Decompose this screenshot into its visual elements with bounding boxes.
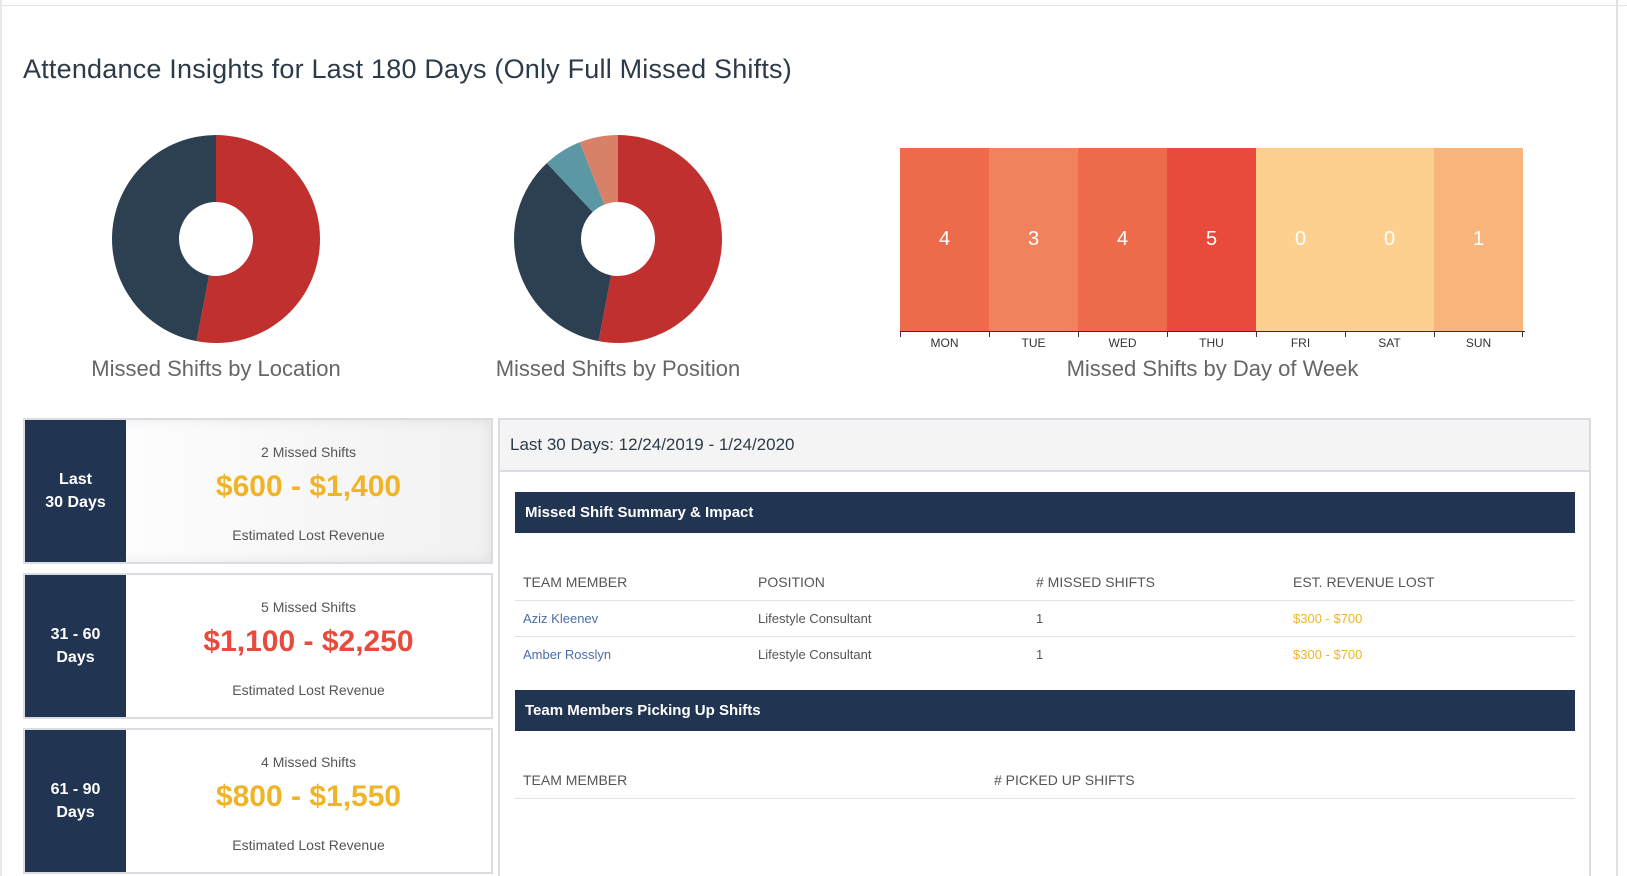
heatmap-tick: [1522, 331, 1523, 337]
picking-up-shifts-heading: Team Members Picking Up Shifts: [515, 690, 1575, 731]
location-donut-slices: [111, 135, 320, 343]
column-header-team-member[interactable]: TEAM MEMBER: [523, 574, 628, 590]
location-donut-chart: [111, 135, 320, 343]
position-donut-chart: [514, 135, 722, 343]
heatmap-cell-sun[interactable]: 1: [1434, 148, 1523, 331]
period-body: 5 Missed Shifts $1,100 - $2,250 Estimate…: [126, 575, 491, 717]
heatmap-cell-wed[interactable]: 4: [1078, 148, 1167, 331]
period-revenue-range: $800 - $1,550: [215, 780, 402, 813]
heatmap-tick: [1078, 331, 1079, 337]
position-slice-2[interactable]: [546, 142, 605, 213]
top-border: [0, 0, 1627, 6]
period-body: 4 Missed Shifts $800 - $1,550 Estimated …: [126, 730, 491, 872]
heatmap-tick: [1345, 331, 1346, 337]
period-revenue-caption: Estimated Lost Revenue: [232, 837, 385, 853]
heatmap-day-label-mon: MON: [930, 336, 959, 350]
heatmap-day-label-sun: SUN: [1465, 336, 1492, 350]
period-revenue-range: $1,100 - $2,250: [203, 625, 414, 658]
location-chart-caption: Missed Shifts by Location: [91, 356, 341, 381]
column-header-picked-up-shifts[interactable]: # PICKED UP SHIFTS: [994, 772, 1135, 788]
period-card-61-90[interactable]: 61 - 90 Days 4 Missed Shifts $800 - $1,5…: [23, 728, 493, 874]
heatmap-day-label-sat: SAT: [1378, 336, 1401, 350]
period-body: 2 Missed Shifts $600 - $1,400 Estimated …: [126, 420, 491, 562]
table-row-divider: [515, 636, 1575, 637]
heatmap-tick: [1167, 331, 1168, 337]
period-label: 31 - 60 Days: [25, 575, 126, 717]
column-header-position[interactable]: POSITION: [758, 574, 825, 590]
heatmap-cell-fri[interactable]: 0: [1256, 148, 1345, 331]
position-chart-caption: Missed Shifts by Position: [495, 356, 741, 381]
period-label: 61 - 90 Days: [25, 730, 126, 872]
heatmap-axis-line: [900, 331, 1525, 332]
heatmap-cell-sat[interactable]: 0: [1345, 148, 1434, 331]
period-missed-count: 5 Missed Shifts: [261, 599, 356, 615]
position-slice-1[interactable]: [514, 163, 612, 342]
right-scrollbar-edge: [1616, 0, 1618, 876]
heatmap-cell-thu[interactable]: 5: [1167, 148, 1256, 331]
location-slice-0[interactable]: [196, 135, 320, 343]
team-member-link[interactable]: Aziz Kleenev: [523, 611, 599, 626]
period-revenue-range: $600 - $1,400: [215, 470, 402, 503]
position-cell: Lifestyle Consultant: [758, 647, 872, 662]
column-header-team-member[interactable]: TEAM MEMBER: [523, 772, 628, 788]
heatmap-cell-tue[interactable]: 3: [989, 148, 1078, 331]
period-label: Last 30 Days: [25, 420, 126, 562]
period-card-31-60[interactable]: 31 - 60 Days 5 Missed Shifts $1,100 - $2…: [23, 573, 493, 719]
position-cell: Lifestyle Consultant: [758, 611, 872, 626]
revenue-lost-cell: $300 - $700: [1293, 647, 1363, 662]
heatmap-cell-mon[interactable]: 4: [900, 148, 989, 331]
missed-shifts-cell: 1: [1036, 647, 1044, 662]
heatmap-day-label-fri: FRI: [1290, 336, 1311, 350]
missed-shifts-cell: 1: [1036, 611, 1044, 626]
heatmap-tick: [989, 331, 990, 337]
detail-header: Last 30 Days: 12/24/2019 - 1/24/2020: [500, 420, 1589, 472]
heatmap-day-label-tue: TUE: [1021, 336, 1046, 350]
team-member-link[interactable]: Amber Rosslyn: [523, 647, 612, 662]
heatmap-tick: [1434, 331, 1435, 337]
period-revenue-caption: Estimated Lost Revenue: [232, 527, 385, 543]
period-missed-count: 2 Missed Shifts: [261, 444, 356, 460]
table-header-divider: [515, 798, 1575, 799]
revenue-lost-cell: $300 - $700: [1293, 611, 1363, 626]
detail-title: Last 30 Days: 12/24/2019 - 1/24/2020: [510, 435, 795, 454]
left-border: [0, 0, 2, 876]
position-slice-3[interactable]: [579, 135, 618, 205]
heatmap-tick: [1256, 331, 1257, 337]
page-title: Attendance Insights for Last 180 Days (O…: [23, 54, 792, 84]
position-donut-slices: [514, 135, 722, 343]
location-slice-1[interactable]: [111, 135, 216, 342]
missed-shift-summary-heading: Missed Shift Summary & Impact: [515, 492, 1575, 533]
column-header-revenue-lost[interactable]: EST. REVENUE LOST: [1293, 574, 1435, 590]
heatmap-day-label-wed: WED: [1108, 336, 1137, 350]
day-of-week-chart-caption: Missed Shifts by Day of Week: [1066, 356, 1359, 381]
period-revenue-caption: Estimated Lost Revenue: [232, 682, 385, 698]
period-missed-count: 4 Missed Shifts: [261, 754, 356, 770]
heatmap-day-label-thu: THU: [1199, 336, 1224, 350]
table-header-divider: [515, 600, 1575, 601]
column-header-missed-shifts[interactable]: # MISSED SHIFTS: [1036, 574, 1156, 590]
heatmap-tick: [900, 331, 901, 337]
period-card-last-30[interactable]: Last 30 Days 2 Missed Shifts $600 - $1,4…: [23, 418, 493, 564]
position-slice-0[interactable]: [598, 135, 722, 343]
period-detail-panel: Last 30 Days: 12/24/2019 - 1/24/2020 Mis…: [498, 418, 1591, 876]
